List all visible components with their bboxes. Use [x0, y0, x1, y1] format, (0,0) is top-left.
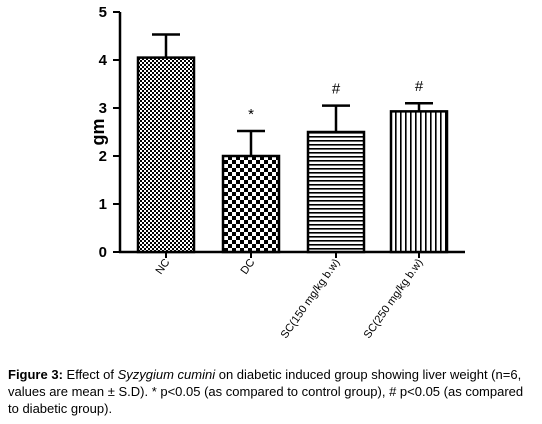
y-ticks: 0 1 2 3 4 5: [99, 4, 120, 261]
y-axis-title: gm: [88, 119, 108, 146]
figure-caption: Figure 3: Effect of Syzygium cumini on d…: [8, 366, 536, 417]
x-category-label: NC: [154, 257, 173, 277]
y-tick-label: 2: [99, 148, 107, 165]
caption-text-before: Effect of: [62, 367, 118, 382]
bar: [389, 110, 449, 254]
bar: [306, 130, 366, 254]
y-tick-label: 3: [99, 100, 107, 117]
caption-label: Figure 3:: [8, 367, 63, 382]
significance-mark: #: [332, 81, 341, 98]
bars: * # #: [136, 33, 449, 254]
bar: [221, 154, 281, 254]
x-category-label: DC: [239, 257, 258, 277]
category-labels: NC DC SC(150 mg/kg b.w) SC(250 mg/kg b.w): [154, 252, 426, 341]
x-category-label: SC(150 mg/kg b.w): [279, 257, 343, 341]
y-tick-label: 4: [99, 52, 108, 69]
caption-species: Syzygium cumini: [117, 367, 216, 382]
significance-mark: *: [248, 106, 254, 123]
y-tick-label: 1: [99, 196, 107, 213]
y-tick-label: 0: [99, 244, 107, 261]
caption-text-after: on diabetic induced group showing liver …: [8, 367, 524, 416]
x-category-label: SC(250 mg/kg b.w): [362, 257, 426, 341]
significance-mark: #: [415, 78, 424, 95]
bar: [136, 56, 196, 254]
y-tick-label: 5: [99, 4, 107, 21]
bar-chart: gm 0 1 2 3 4 5 * # # NC DC SC(150 mg/kg b.w) SC(25…: [88, 4, 465, 341]
